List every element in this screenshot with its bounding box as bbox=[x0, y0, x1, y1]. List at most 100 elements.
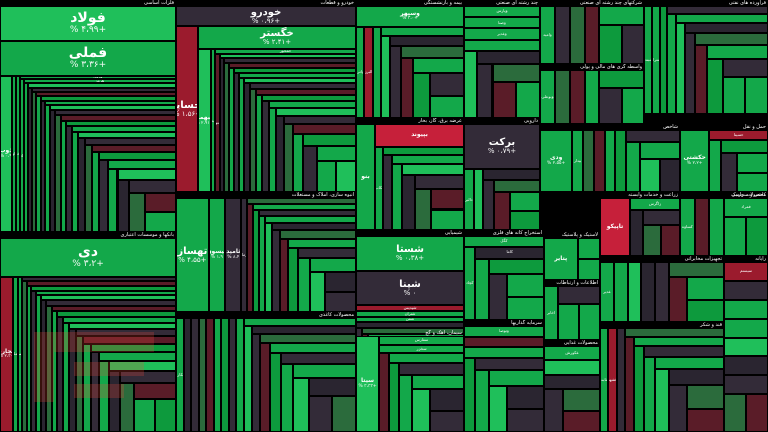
stock-tile[interactable] bbox=[233, 72, 239, 192]
stock-tile[interactable] bbox=[272, 230, 280, 312]
stock-tile-1[interactable]: واتی bbox=[356, 27, 365, 118]
stock-tile[interactable] bbox=[475, 258, 490, 320]
stock-tile[interactable] bbox=[238, 77, 245, 192]
stock-tile[interactable] bbox=[626, 142, 640, 192]
stock-tile[interactable] bbox=[544, 374, 600, 389]
stock-tile[interactable] bbox=[246, 198, 356, 204]
stock-tile[interactable] bbox=[221, 318, 229, 432]
stock-tile[interactable] bbox=[562, 389, 600, 411]
stock-tile[interactable] bbox=[544, 360, 600, 375]
stock-tile[interactable] bbox=[492, 64, 540, 83]
stock-tile-1[interactable]: فملی% ۳،۳۶+ bbox=[0, 40, 176, 76]
stock-tile[interactable] bbox=[584, 70, 600, 124]
stock-tile[interactable] bbox=[57, 316, 64, 432]
stock-tile-0[interactable]: شبندر bbox=[644, 6, 652, 114]
stock-tile-2[interactable]: ذوب% ۰،۹ bbox=[0, 75, 12, 232]
stock-tile[interactable] bbox=[198, 318, 206, 432]
stock-tile[interactable] bbox=[283, 116, 356, 125]
stock-tile[interactable] bbox=[63, 323, 70, 432]
stock-tile[interactable] bbox=[494, 179, 540, 193]
stock-tile[interactable] bbox=[414, 175, 464, 189]
stock-tile[interactable] bbox=[639, 142, 680, 159]
stock-tile[interactable] bbox=[402, 164, 464, 176]
stock-tile[interactable] bbox=[36, 290, 176, 296]
stock-tile-0[interactable]: غدیر bbox=[600, 262, 614, 322]
stock-tile[interactable] bbox=[251, 333, 261, 432]
stock-tile-2[interactable]: البرز bbox=[364, 27, 373, 118]
stock-tile[interactable] bbox=[309, 258, 356, 272]
stock-tile[interactable] bbox=[630, 209, 643, 256]
stock-tile[interactable] bbox=[36, 295, 41, 432]
stock-tile[interactable] bbox=[332, 395, 356, 432]
stock-tile[interactable] bbox=[599, 70, 644, 88]
stock-tile-3[interactable]: کرمان bbox=[241, 198, 247, 312]
stock-tile[interactable] bbox=[642, 209, 680, 226]
stock-tile[interactable] bbox=[475, 370, 490, 432]
stock-tile[interactable] bbox=[90, 351, 100, 432]
stock-tile[interactable] bbox=[695, 33, 768, 45]
stock-tile[interactable] bbox=[483, 179, 495, 230]
stock-tile-2[interactable]: سخزر bbox=[379, 344, 464, 354]
stock-tile[interactable] bbox=[709, 140, 722, 192]
stock-tile[interactable] bbox=[509, 192, 540, 212]
stock-tile-2[interactable]: شپدیس bbox=[356, 305, 464, 311]
stock-tile[interactable] bbox=[107, 160, 176, 170]
stock-tile[interactable] bbox=[213, 318, 221, 432]
stock-tile[interactable] bbox=[507, 274, 544, 298]
stock-tile[interactable] bbox=[489, 258, 544, 275]
stock-tile[interactable] bbox=[261, 101, 269, 192]
stock-tile[interactable] bbox=[283, 124, 293, 192]
stock-tile[interactable] bbox=[308, 377, 356, 396]
stock-tile-1[interactable]: وصنا bbox=[464, 17, 540, 29]
stock-tile[interactable] bbox=[83, 343, 91, 432]
stock-tile[interactable] bbox=[183, 318, 191, 432]
stock-tile-1[interactable]: حسینا bbox=[709, 130, 768, 141]
stock-tile[interactable] bbox=[721, 140, 768, 154]
stock-tile[interactable] bbox=[583, 130, 594, 192]
stock-tile-0[interactable]: وامید bbox=[540, 6, 555, 64]
stock-tile-2[interactable]: خگستر% ۲،۴۱+ bbox=[198, 26, 356, 50]
stock-tile[interactable] bbox=[246, 203, 253, 312]
stock-tile[interactable] bbox=[228, 62, 356, 68]
stock-tile[interactable] bbox=[390, 46, 401, 118]
stock-tile[interactable] bbox=[255, 88, 356, 95]
stock-tile-1[interactable]: دالبر bbox=[464, 169, 474, 230]
stock-tile[interactable] bbox=[45, 100, 176, 106]
stock-tile[interactable] bbox=[233, 67, 356, 73]
stock-tile[interactable] bbox=[724, 394, 746, 432]
stock-tile-1[interactable]: وتجارت% ۲،۳+ bbox=[0, 276, 14, 432]
stock-tile[interactable] bbox=[297, 258, 310, 312]
stock-tile[interactable] bbox=[144, 192, 176, 213]
stock-tile[interactable] bbox=[275, 116, 284, 192]
stock-tile[interactable] bbox=[489, 370, 544, 386]
stock-tile[interactable] bbox=[669, 369, 724, 386]
stock-tile-1[interactable]: شتران bbox=[651, 6, 660, 114]
stock-tile[interactable] bbox=[279, 230, 356, 239]
stock-tile[interactable] bbox=[584, 6, 600, 64]
stock-tile[interactable] bbox=[55, 110, 176, 116]
stock-tile-0[interactable]: اخابر bbox=[544, 286, 558, 340]
stock-tile[interactable] bbox=[475, 357, 544, 371]
stock-tile[interactable] bbox=[709, 198, 724, 256]
stock-tile[interactable] bbox=[413, 58, 464, 74]
stock-tile[interactable] bbox=[71, 126, 176, 133]
stock-tile[interactable] bbox=[23, 83, 28, 232]
stock-tile[interactable] bbox=[99, 351, 176, 361]
stock-tile[interactable] bbox=[639, 158, 660, 192]
stock-tile-1[interactable]: شپنا% ۰ bbox=[356, 270, 464, 306]
stock-tile[interactable] bbox=[675, 23, 685, 114]
stock-tile[interactable] bbox=[258, 209, 356, 217]
stock-tile[interactable] bbox=[292, 134, 304, 192]
stock-tile-7[interactable]: هرمز bbox=[23, 79, 176, 84]
stock-tile[interactable] bbox=[464, 39, 540, 51]
stock-tile[interactable] bbox=[429, 410, 464, 432]
stock-tile[interactable] bbox=[627, 262, 642, 322]
stock-tile[interactable] bbox=[265, 222, 273, 312]
stock-tile-0[interactable]: دی% ۳،۲+ bbox=[0, 238, 176, 277]
stock-tile[interactable] bbox=[431, 209, 464, 230]
stock-tile[interactable] bbox=[476, 50, 540, 65]
stock-tile[interactable] bbox=[219, 53, 356, 59]
stock-tile[interactable] bbox=[91, 145, 176, 153]
stock-tile-1[interactable]: قشهد bbox=[608, 328, 617, 432]
stock-tile[interactable] bbox=[99, 360, 110, 432]
